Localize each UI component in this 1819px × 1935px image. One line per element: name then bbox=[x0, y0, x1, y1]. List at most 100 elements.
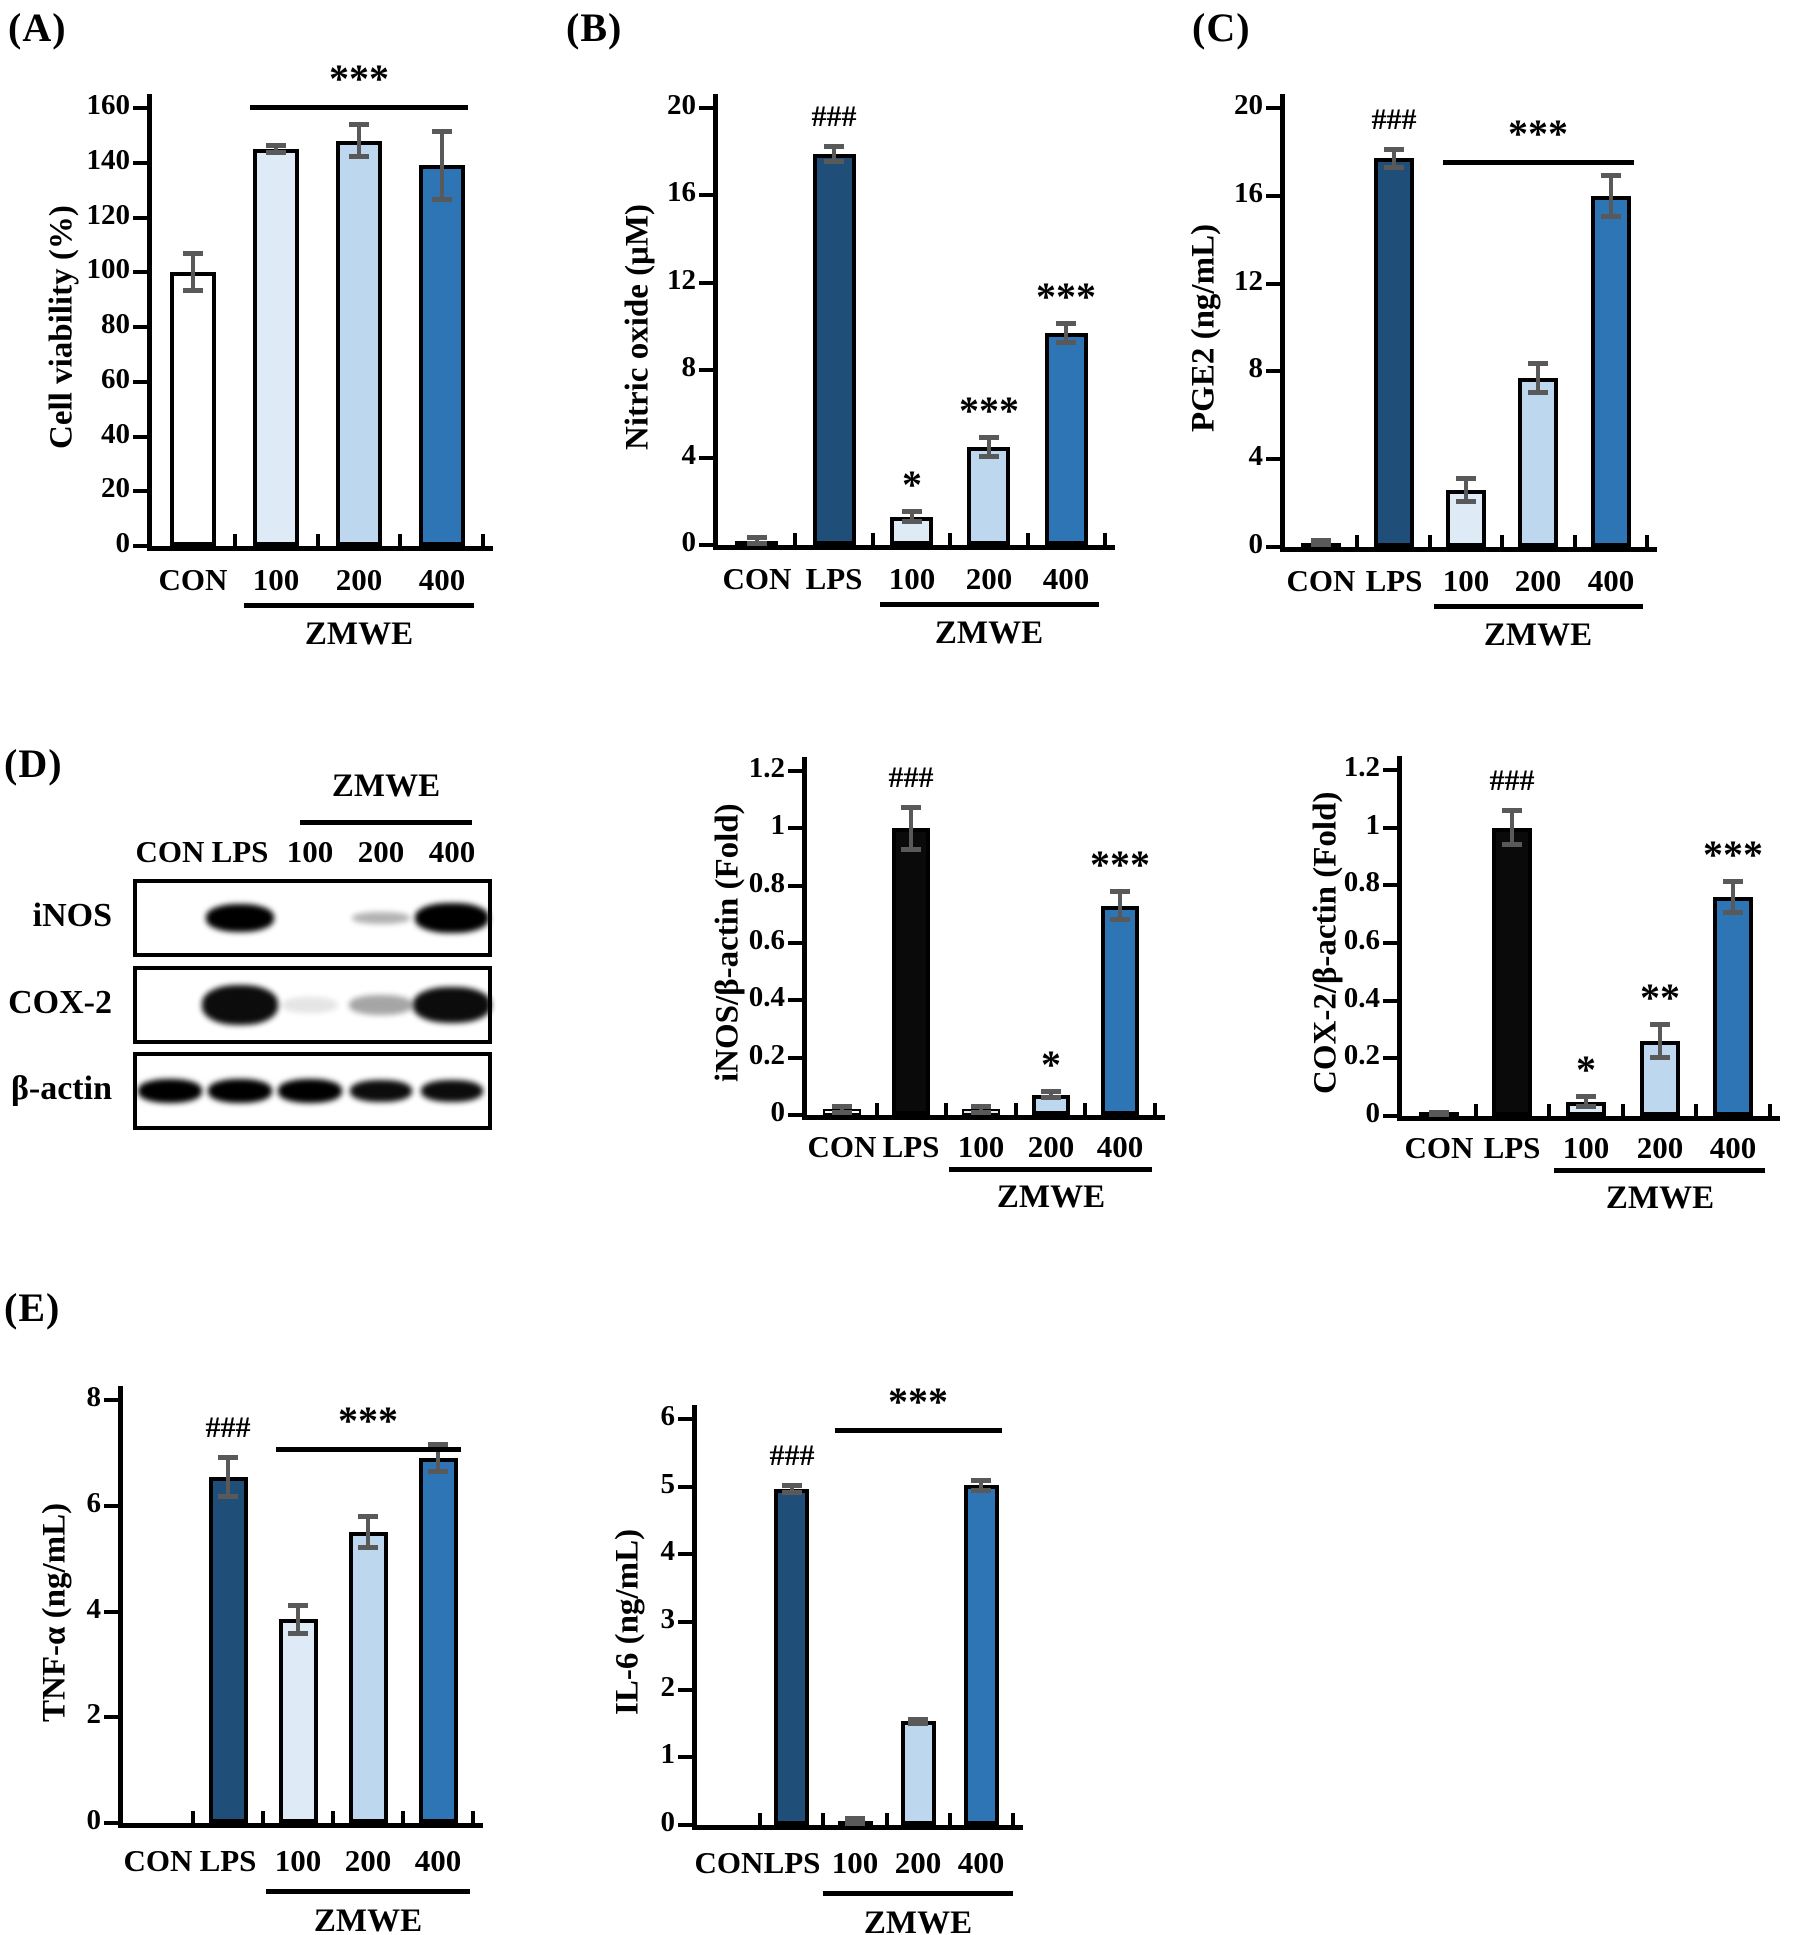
il6-error-cap-bottom-400 bbox=[971, 1488, 991, 1493]
pge2-y-tick bbox=[1266, 457, 1285, 461]
pge2-error-bar-LPS bbox=[1392, 149, 1396, 169]
tnfa-x-tick bbox=[191, 1811, 195, 1828]
nitric_oxide-x-label-100: 100 bbox=[888, 561, 936, 596]
inos_fold-x-tick bbox=[1014, 1103, 1018, 1120]
nitric_oxide-sig-100: * bbox=[902, 462, 922, 507]
il6-error-cap-bottom-LPS bbox=[782, 1490, 802, 1495]
cox2_fold-error-bar-LPS bbox=[1510, 810, 1514, 845]
inos_fold-y-tick bbox=[788, 884, 807, 888]
cell_viability-error-bar-100 bbox=[274, 145, 278, 153]
nitric_oxide-y-tick-label: 0 bbox=[681, 526, 697, 558]
cell_viability-x-label-200: 200 bbox=[335, 562, 383, 597]
inos_fold-sig-200: * bbox=[1041, 1042, 1061, 1087]
cox2_fold-bar-400 bbox=[1713, 897, 1753, 1116]
pge2-error-cap-bottom-200 bbox=[1528, 390, 1548, 395]
cox2_fold-x-tick bbox=[1621, 1104, 1625, 1121]
cell_viability-error-bar-CON bbox=[191, 253, 195, 291]
inos_fold-error-cap-bottom-CON bbox=[832, 1110, 852, 1115]
inos_fold-y-tick bbox=[788, 769, 807, 773]
blot-band-β-actin-100 bbox=[278, 1079, 342, 1103]
blot-group-underline bbox=[300, 820, 472, 825]
il6-bar-200 bbox=[901, 1721, 936, 1825]
cox2_fold-y-tick bbox=[1383, 999, 1402, 1003]
blot-group-label: ZMWE bbox=[331, 768, 441, 804]
cox2_fold-group-underline bbox=[1554, 1168, 1765, 1173]
tnfa-y-axis bbox=[118, 1386, 123, 1828]
il6-error-cap-top-100 bbox=[845, 1816, 865, 1821]
pge2-x-tick bbox=[1355, 535, 1359, 552]
il6-y-tick bbox=[678, 1688, 697, 1692]
pge2-x-axis bbox=[1280, 547, 1657, 552]
cell_viability-y-tick-label: 160 bbox=[86, 89, 131, 121]
blot-row-label-COX-2: COX-2 bbox=[8, 984, 112, 1021]
cox2_fold-y-tick-label: 0 bbox=[1365, 1097, 1381, 1129]
nitric_oxide-x-label-400: 400 bbox=[1042, 561, 1090, 596]
cox2_fold-bar-LPS bbox=[1492, 828, 1532, 1116]
nitric_oxide-error-cap-bottom-CON bbox=[747, 541, 767, 546]
tnfa-error-bar-200 bbox=[366, 1516, 370, 1548]
pge2-error-bar-100 bbox=[1464, 478, 1468, 502]
cell_viability-span-line bbox=[250, 105, 468, 110]
pge2-y-tick-label: 16 bbox=[1234, 177, 1263, 209]
cox2_fold-x-label-400: 400 bbox=[1709, 1130, 1757, 1165]
nitric_oxide-x-tick bbox=[793, 533, 797, 550]
tnfa-error-cap-top-400 bbox=[428, 1442, 448, 1447]
nitric_oxide-x-tick bbox=[948, 533, 952, 550]
il6-x-label-LPS: LPS bbox=[763, 1845, 821, 1880]
il6-bar-400 bbox=[964, 1485, 999, 1825]
nitric_oxide-error-bar-CON bbox=[755, 537, 759, 544]
inos_fold-y-tick bbox=[788, 941, 807, 945]
tnfa-error-cap-bottom-LPS bbox=[218, 1494, 238, 1499]
il6-y-tick-label: 6 bbox=[660, 1400, 676, 1432]
cox2_fold-x-tick bbox=[1768, 1104, 1772, 1121]
pge2-error-cap-bottom-100 bbox=[1456, 499, 1476, 504]
il6-y-axis-title: IL-6 (ng/mL) bbox=[609, 1528, 646, 1716]
inos_fold-y-axis-title: iNOS/β-actin (Fold) bbox=[709, 803, 746, 1083]
il6-bar-LPS bbox=[774, 1489, 809, 1825]
tnfa-sig-LPS: ### bbox=[205, 1411, 251, 1444]
il6-x-label-200: 200 bbox=[894, 1845, 942, 1880]
blot-band-COX-2-100 bbox=[282, 997, 338, 1013]
cox2_fold-y-tick bbox=[1383, 1056, 1402, 1060]
tnfa-y-tick bbox=[104, 1504, 123, 1508]
cell_viability-y-tick-label: 60 bbox=[101, 363, 130, 395]
il6-x-tick bbox=[821, 1813, 825, 1830]
il6-error-bar-LPS bbox=[790, 1485, 794, 1493]
nitric_oxide-error-bar-200 bbox=[987, 437, 991, 457]
inos_fold-sig-400: *** bbox=[1090, 842, 1150, 887]
cox2_fold-y-tick-label: 0.2 bbox=[1343, 1039, 1380, 1071]
cox2_fold-error-bar-100 bbox=[1584, 1096, 1588, 1108]
cox2_fold-y-tick-label: 0.4 bbox=[1343, 982, 1380, 1014]
tnfa-bar-100 bbox=[279, 1619, 318, 1823]
cox2_fold-y-tick bbox=[1383, 1114, 1402, 1118]
blot-lane-label-LPS: LPS bbox=[211, 834, 269, 869]
pge2-y-tick-label: 20 bbox=[1234, 89, 1263, 121]
cox2_fold-sig-400: *** bbox=[1703, 832, 1763, 877]
inos_fold-error-cap-top-200 bbox=[1041, 1089, 1061, 1094]
nitric_oxide-bar-LPS bbox=[813, 154, 856, 545]
tnfa-bar-200 bbox=[349, 1532, 388, 1823]
cox2_fold-x-label-100: 100 bbox=[1562, 1130, 1610, 1165]
nitric_oxide-x-label-200: 200 bbox=[965, 561, 1013, 596]
inos_fold-bar-400 bbox=[1101, 906, 1139, 1115]
nitric_oxide-error-cap-top-100 bbox=[902, 509, 922, 514]
nitric_oxide-error-cap-top-CON bbox=[747, 535, 767, 540]
il6-x-label-CON: CON bbox=[694, 1845, 764, 1880]
cell_viability-y-tick bbox=[133, 435, 152, 439]
inos_fold-group-underline bbox=[949, 1167, 1152, 1172]
il6-span-line bbox=[835, 1428, 1002, 1433]
cell_viability-x-tick bbox=[233, 534, 237, 551]
cox2_fold-y-tick-label: 1.2 bbox=[1343, 751, 1380, 783]
pge2-group-label: ZMWE bbox=[1483, 617, 1593, 653]
nitric_oxide-y-tick bbox=[699, 368, 718, 372]
il6-error-bar-400 bbox=[979, 1480, 983, 1491]
cox2_fold-y-axis bbox=[1397, 756, 1402, 1121]
inos_fold-y-tick-label: 0.8 bbox=[748, 867, 785, 899]
cell_viability-y-tick-label: 0 bbox=[115, 527, 131, 559]
blot-lane-label-CON: CON bbox=[135, 834, 205, 869]
pge2-bar-400 bbox=[1591, 196, 1631, 547]
il6-span-label: *** bbox=[888, 1379, 948, 1424]
nitric_oxide-bar-400 bbox=[1045, 333, 1088, 545]
pge2-x-label-200: 200 bbox=[1514, 563, 1562, 598]
inos_fold-y-axis bbox=[802, 757, 807, 1120]
